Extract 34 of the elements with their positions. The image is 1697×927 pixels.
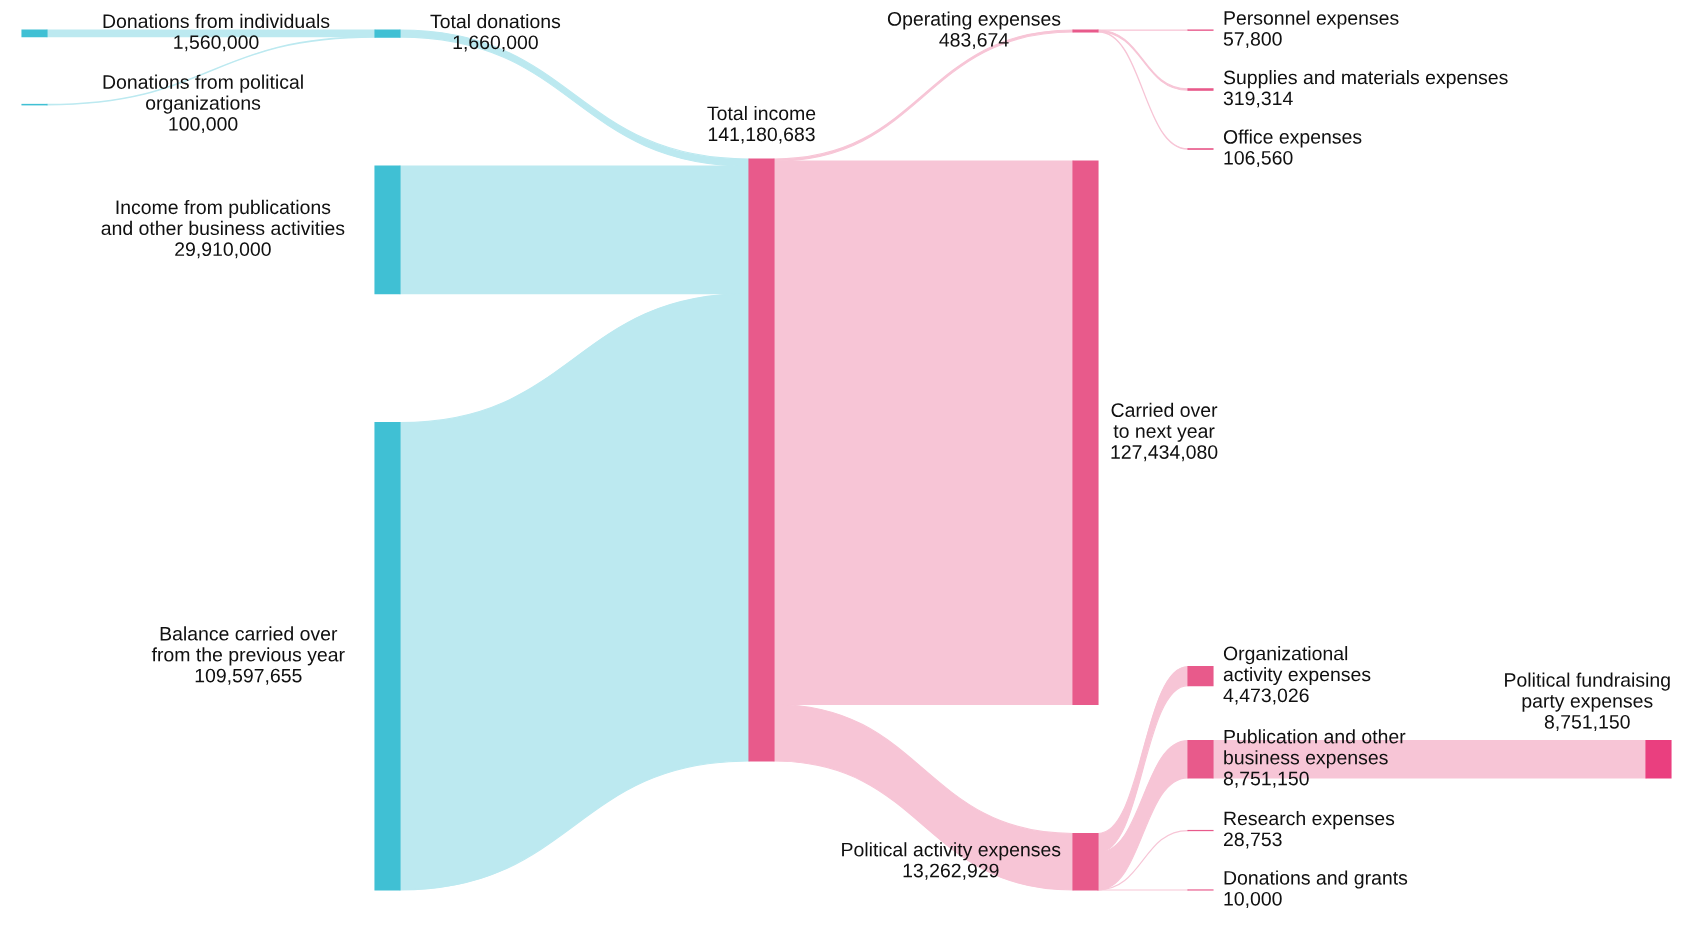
data-label: 100,000 (169, 117, 238, 134)
data-label: 28,753 (1223, 832, 1282, 849)
data-label: 13,262,929 (903, 863, 999, 880)
category-label: Total income (707, 105, 816, 121)
category-label: Donations and grants (1224, 870, 1408, 889)
data-label: 29,910,000 (175, 242, 271, 259)
category-label: Carried over to next year (1111, 402, 1218, 442)
data-label: 8,751,150 (1223, 771, 1309, 788)
category-label: Donations from political organizations (103, 74, 303, 114)
category-label: Office expenses (1223, 129, 1362, 148)
category-label: Research expenses (1224, 811, 1395, 830)
category-label: Balance carried over from the previous year (151, 626, 345, 666)
data-label: 8,751,150 (1544, 714, 1630, 732)
data-label: 4,473,026 (1223, 688, 1309, 705)
category-label: Supplies and materials expenses (1223, 70, 1508, 89)
data-label: 106,560 (1224, 150, 1293, 167)
category-label: Income from publications and other business activities (101, 199, 345, 236)
data-label: 483,674 (939, 32, 1009, 50)
category-label: Operating expenses (887, 11, 1061, 30)
data-label: 127,434,080 (1111, 445, 1218, 462)
data-label: 1,660,000 (453, 35, 538, 52)
data-label: 10,000 (1224, 891, 1282, 908)
category-label: Publication and other business expenses (1224, 729, 1406, 769)
category-label: Total donations (430, 14, 561, 29)
category-label: Personnel expenses (1224, 10, 1399, 29)
category-label: Political fundraising party expenses (1505, 672, 1670, 712)
data-label: 141,180,683 (708, 127, 815, 144)
data-label: 1,560,000 (174, 35, 259, 52)
category-label: Donations from individuals (103, 13, 330, 29)
data-label: 109,597,655 (195, 668, 302, 685)
category-label: Organizational activity expenses (1223, 646, 1371, 686)
category-label: Political activity expenses (842, 842, 1061, 861)
data-label: 319,314 (1223, 91, 1293, 108)
data-label: 57,800 (1223, 32, 1282, 49)
